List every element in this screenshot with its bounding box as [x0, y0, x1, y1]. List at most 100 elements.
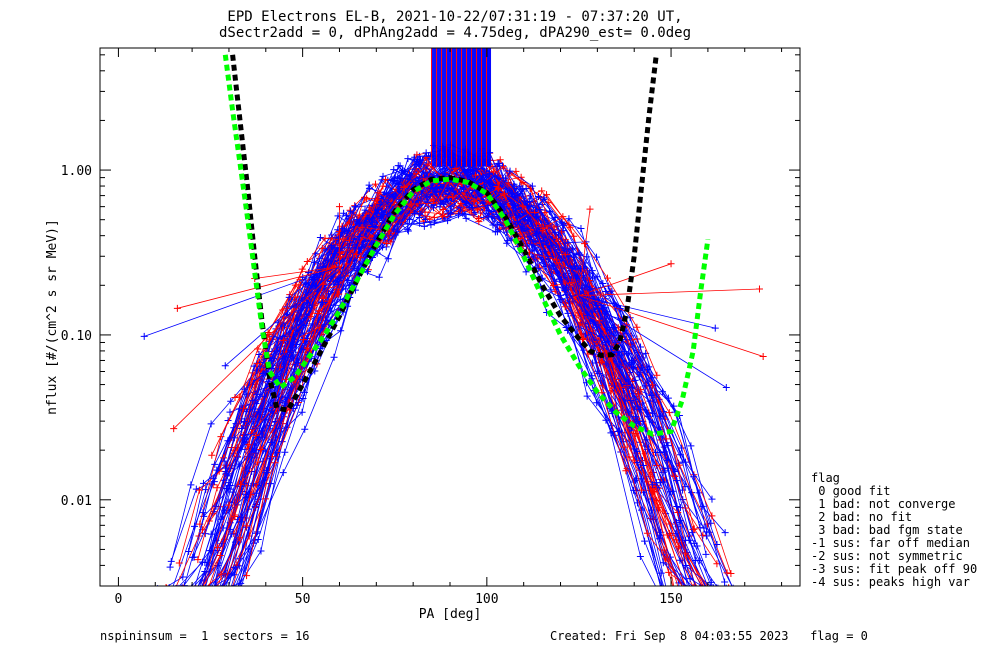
- data-point: [416, 210, 424, 218]
- outlier-trace: [578, 205, 594, 296]
- data-point: [233, 591, 240, 598]
- data-point: [217, 589, 224, 596]
- data-point: [359, 223, 367, 231]
- data-point: [203, 589, 210, 596]
- data-point: [591, 342, 599, 350]
- data-point: [194, 556, 202, 564]
- data-point: [231, 393, 239, 401]
- data-point: [383, 210, 391, 218]
- data-point: [705, 587, 712, 594]
- data-point: [711, 591, 718, 598]
- data-point: [691, 589, 698, 596]
- data-point: [550, 281, 558, 289]
- series-layer: [140, 141, 767, 598]
- y-tick-label: 1.00: [61, 164, 92, 179]
- data-point: [581, 240, 589, 248]
- data-point: [566, 223, 574, 231]
- data-point: [255, 408, 263, 416]
- data-point: [260, 356, 268, 364]
- data-point: [281, 448, 289, 456]
- data-point: [673, 477, 681, 485]
- data-point: [697, 588, 704, 595]
- data-point: [334, 226, 342, 234]
- data-point: [172, 587, 179, 594]
- data-point: [268, 453, 276, 461]
- data-point: [202, 591, 209, 598]
- data-point: [682, 458, 690, 466]
- data-point: [540, 194, 548, 202]
- data-point: [462, 214, 470, 222]
- data-point: [676, 556, 684, 564]
- data-point: [659, 388, 667, 396]
- data-point: [306, 313, 314, 321]
- data-point: [493, 228, 501, 236]
- data-point: [318, 244, 326, 252]
- data-point: [686, 575, 694, 583]
- data-point: [703, 588, 710, 595]
- data-point: [152, 589, 159, 596]
- data-point: [685, 588, 692, 595]
- data-point: [656, 531, 664, 539]
- data-point: [264, 328, 272, 336]
- data-point: [457, 200, 465, 208]
- data-point: [648, 418, 656, 426]
- data-point: [683, 589, 690, 596]
- flag-legend: flag 0 good fit 1 bad: not converge 2 ba…: [811, 471, 977, 589]
- data-point: [231, 512, 239, 520]
- trace-line: [246, 163, 675, 586]
- data-point: [173, 304, 181, 312]
- data-point: [224, 589, 231, 596]
- data-point: [400, 183, 408, 191]
- data-point: [223, 472, 231, 480]
- trace-line: [169, 165, 664, 568]
- data-point: [620, 443, 628, 451]
- data-point: [286, 346, 294, 354]
- data-point: [737, 588, 744, 595]
- data-point: [441, 169, 449, 177]
- trace-line: [212, 181, 639, 485]
- data-point: [331, 250, 339, 258]
- data-point: [157, 587, 164, 594]
- data-point: [652, 479, 660, 487]
- data-point: [420, 217, 428, 225]
- data-point: [526, 236, 534, 244]
- data-point: [319, 298, 327, 306]
- data-point: [541, 247, 549, 255]
- data-point: [439, 206, 447, 214]
- trace-line: [578, 295, 764, 357]
- data-point: [181, 584, 183, 586]
- data-point: [222, 587, 229, 594]
- spectrum-trace: [167, 169, 672, 565]
- data-point: [709, 586, 716, 593]
- data-point: [226, 587, 233, 594]
- data-point: [504, 179, 512, 187]
- data-point: [516, 182, 524, 190]
- data-point: [254, 458, 262, 466]
- data-point: [347, 207, 355, 215]
- y-axis-label: nflux [#/(cm^2 s sr MeV)]: [45, 219, 60, 415]
- data-point: [599, 280, 607, 288]
- data-point: [199, 509, 207, 517]
- data-point: [273, 449, 281, 457]
- data-point: [427, 221, 435, 229]
- data-point: [194, 585, 196, 586]
- legend-item: 1 bad: not converge: [811, 497, 956, 511]
- data-point: [625, 350, 633, 358]
- data-point: [253, 360, 261, 368]
- data-point: [679, 486, 687, 494]
- spectrum-trace: [175, 172, 718, 598]
- data-point: [204, 590, 211, 597]
- data-point: [710, 588, 717, 595]
- data-point: [162, 591, 169, 598]
- data-point: [420, 222, 428, 230]
- data-point: [232, 589, 239, 596]
- data-point: [183, 588, 190, 595]
- data-point: [676, 461, 684, 469]
- data-point: [474, 206, 482, 214]
- data-point: [636, 552, 644, 560]
- data-point: [281, 399, 289, 407]
- data-point: [577, 225, 585, 233]
- data-point: [279, 469, 287, 477]
- data-point: [562, 283, 570, 291]
- chart-title: EPD Electrons EL-B, 2021-10-22/07:31:19 …: [227, 9, 682, 25]
